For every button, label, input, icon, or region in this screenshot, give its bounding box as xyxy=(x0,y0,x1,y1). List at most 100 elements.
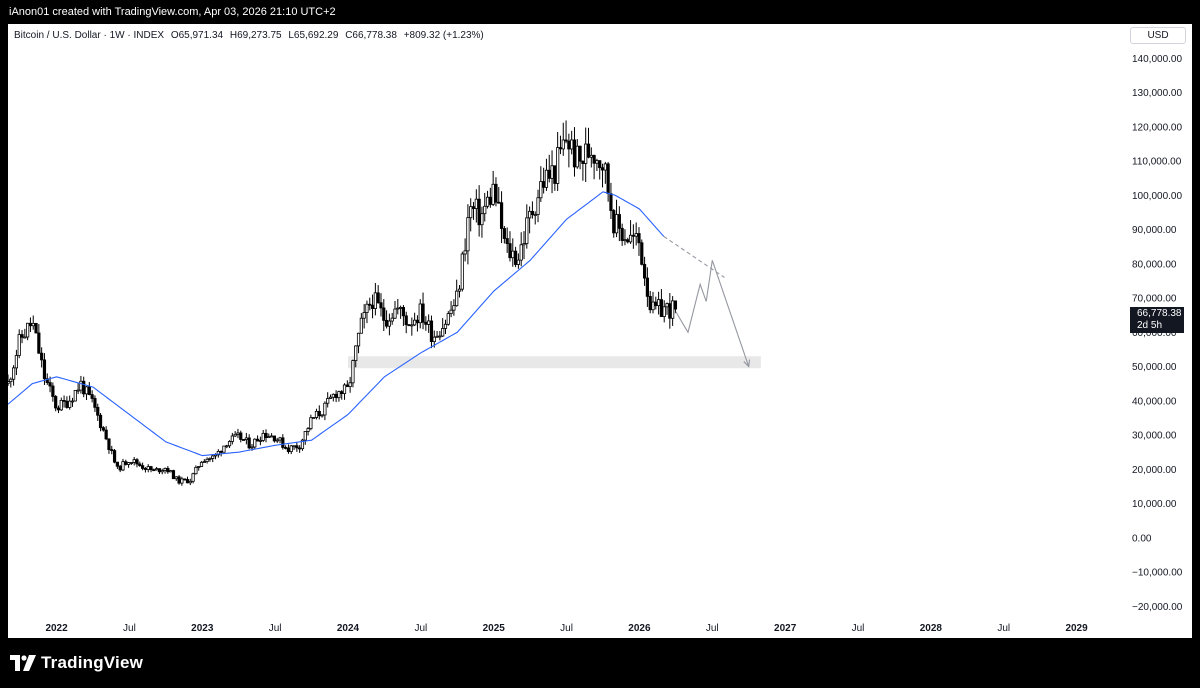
candle-down xyxy=(401,307,406,317)
candle-down xyxy=(241,439,246,441)
candle-up xyxy=(651,301,655,311)
candle-up xyxy=(634,233,638,237)
candle-down xyxy=(421,303,425,323)
candle-down xyxy=(424,321,428,325)
candle-up xyxy=(84,386,89,395)
candle-up xyxy=(79,380,83,391)
candle-up xyxy=(438,335,442,338)
candle-down xyxy=(379,302,383,309)
x-tick-label: Jul xyxy=(706,623,719,634)
candle-up xyxy=(342,384,347,394)
candle-up xyxy=(432,336,436,342)
y-tick-label: −10,000.00 xyxy=(1132,568,1183,579)
candle-down xyxy=(542,181,546,188)
moving-average-line xyxy=(8,191,665,457)
candle-up xyxy=(469,206,473,219)
candle-down xyxy=(673,300,678,310)
candle-up xyxy=(68,400,72,408)
candle-up xyxy=(169,470,173,473)
attribution-bar: iAnon01 created with TradingView.com, Ap… xyxy=(0,0,1200,24)
candle-up xyxy=(671,300,675,319)
candle-up xyxy=(561,139,565,150)
legend-high: H69,273.75 xyxy=(229,30,282,41)
y-tick-label: 10,000.00 xyxy=(1132,499,1177,510)
candle-down xyxy=(28,322,33,327)
y-tick-label: 140,000.00 xyxy=(1132,54,1182,65)
candle-down xyxy=(185,479,190,484)
last-price-label: 66,778.38 2d 5h xyxy=(1130,307,1184,333)
candle-down xyxy=(143,468,148,470)
candle-down xyxy=(345,384,349,388)
candle-up xyxy=(331,393,335,398)
candle-up xyxy=(309,417,313,430)
candle-down xyxy=(404,315,408,326)
candle-down xyxy=(157,468,162,473)
support-zone xyxy=(348,356,761,369)
candle-up xyxy=(59,399,63,411)
candle-down xyxy=(376,292,380,304)
candle-down xyxy=(631,234,635,237)
price-chart[interactable]: −20,000.00 −10,000.00 0.00 10,000.00 20,000.… xyxy=(8,24,1192,638)
candle-down xyxy=(45,378,49,383)
candle-down xyxy=(101,427,105,431)
candle-down xyxy=(334,393,338,399)
candle-down xyxy=(56,407,61,411)
currency-selector[interactable]: USD xyxy=(1130,27,1186,44)
candle-up xyxy=(550,165,554,179)
candle-up xyxy=(312,417,316,419)
candle-up xyxy=(480,213,484,226)
candle-down xyxy=(384,319,389,327)
candle-down xyxy=(530,210,535,215)
candle-up xyxy=(126,462,131,465)
candle-up xyxy=(603,163,607,171)
candle-up xyxy=(289,445,293,452)
candle-up xyxy=(387,320,391,327)
candle-down xyxy=(42,359,47,380)
candle-up xyxy=(337,391,341,399)
candle-down xyxy=(37,332,41,354)
candle-up xyxy=(225,445,229,448)
y-tick-label: 0.00 xyxy=(1132,533,1152,544)
candle-up xyxy=(410,324,414,327)
candle-up xyxy=(194,466,198,475)
candle-up xyxy=(17,334,21,356)
chart-pane[interactable]: −20,000.00 −10,000.00 0.00 10,000.00 20,000.… xyxy=(8,24,1192,638)
candle-down xyxy=(370,304,375,309)
candle-up xyxy=(356,332,361,347)
candle-down xyxy=(645,277,649,297)
candle-down xyxy=(20,334,24,338)
bar-countdown: 2d 5h xyxy=(1137,320,1163,331)
candle-up xyxy=(258,440,262,442)
candle-down xyxy=(264,432,268,438)
candle-up xyxy=(31,322,35,327)
candle-down xyxy=(138,463,142,467)
candle-up xyxy=(463,250,467,255)
candle-up xyxy=(351,360,355,384)
candle-down xyxy=(239,432,243,440)
candle-up xyxy=(132,459,136,463)
y-tick-label: 60,000.00 xyxy=(1132,328,1177,339)
legend-low: L65,692.29 xyxy=(288,30,339,41)
y-tick-label: 50,000.00 xyxy=(1132,362,1177,373)
y-tick-label: 100,000.00 xyxy=(1132,191,1182,202)
x-tick-label: Jul xyxy=(414,623,427,634)
candle-up xyxy=(662,306,666,317)
candle-up xyxy=(174,476,178,480)
candle-down xyxy=(110,449,114,451)
y-tick-label: 20,000.00 xyxy=(1132,465,1177,476)
candle-down xyxy=(104,429,108,440)
x-tick-label: 2029 xyxy=(1065,623,1088,634)
y-tick-label: 90,000.00 xyxy=(1132,225,1177,236)
candle-down xyxy=(54,396,58,409)
candle-down xyxy=(612,210,616,234)
candle-up xyxy=(623,239,627,242)
candle-down xyxy=(247,437,251,449)
candle-down xyxy=(149,466,153,471)
candle-down xyxy=(600,167,605,171)
candle-up xyxy=(446,313,450,325)
projection-path xyxy=(675,260,750,367)
candle-up xyxy=(413,319,417,326)
candle-down xyxy=(637,233,641,244)
candle-down xyxy=(272,435,277,442)
currency-label: USD xyxy=(1147,30,1169,41)
